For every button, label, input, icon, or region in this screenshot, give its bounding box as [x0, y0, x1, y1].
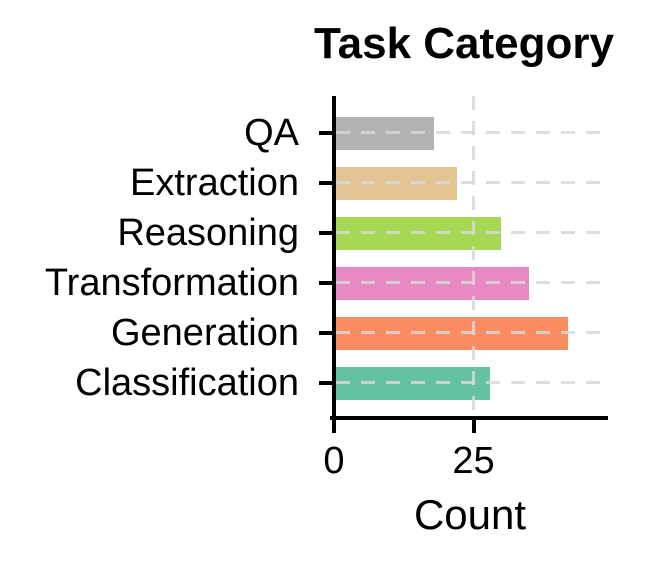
gridline-horizontal [336, 331, 605, 334]
category-label-transformation: Transformation [44, 262, 299, 304]
gridline-horizontal [336, 231, 605, 234]
y-tick [319, 281, 333, 285]
x-tick [332, 420, 336, 433]
y-tick [319, 331, 333, 335]
chart-title: Task Category [314, 19, 614, 68]
gridline-horizontal [336, 281, 605, 284]
y-tick [319, 131, 333, 135]
y-tick [319, 381, 333, 385]
x-tick [471, 420, 476, 433]
y-tick [319, 231, 333, 235]
x-tick-label-25: 25 [452, 440, 495, 482]
x-axis-title: Count [413, 491, 527, 538]
gridline-horizontal [336, 181, 605, 184]
category-label-extraction: Extraction [130, 162, 299, 204]
gridline-horizontal [336, 381, 605, 384]
gridline-horizontal [336, 131, 605, 134]
x-tick-label-0: 0 [323, 440, 345, 482]
category-label-classification: Classification [75, 362, 299, 404]
category-label-qa: QA [244, 112, 299, 154]
y-tick [319, 181, 333, 185]
category-label-reasoning: Reasoning [117, 212, 299, 254]
x-axis-line [330, 416, 608, 420]
category-label-generation: Generation [110, 312, 299, 354]
gridline-vertical [472, 96, 475, 416]
y-axis-line [332, 96, 336, 420]
